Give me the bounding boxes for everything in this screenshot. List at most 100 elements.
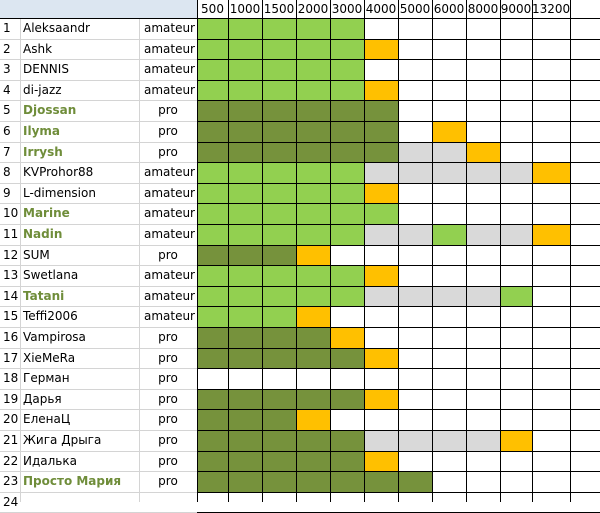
range-cell[interactable] <box>296 18 330 39</box>
range-cell[interactable] <box>330 347 364 369</box>
row-number[interactable]: 20 <box>3 412 19 427</box>
range-cell[interactable] <box>296 203 330 224</box>
range-cell[interactable] <box>364 141 398 163</box>
range-cell[interactable] <box>466 224 500 245</box>
range-cell[interactable] <box>197 265 228 286</box>
range-cell[interactable] <box>296 450 330 472</box>
row-number[interactable]: 21 <box>3 433 19 447</box>
column-header[interactable]: 4000 <box>365 2 397 16</box>
range-cell[interactable] <box>330 59 364 80</box>
participant-level[interactable]: pro <box>158 103 178 118</box>
participant-level[interactable]: pro <box>158 144 178 159</box>
range-cell[interactable] <box>262 79 296 101</box>
range-cell[interactable] <box>228 471 262 492</box>
participant-level[interactable]: amateur <box>143 21 195 35</box>
range-cell[interactable] <box>228 388 262 410</box>
range-cell[interactable] <box>296 471 330 492</box>
range-cell[interactable] <box>364 121 398 142</box>
range-cell[interactable] <box>262 327 296 348</box>
range-cell[interactable] <box>197 244 228 266</box>
row-number[interactable]: 3 <box>3 62 11 77</box>
column-header[interactable]: 9000 <box>500 2 532 16</box>
range-cell[interactable] <box>262 450 296 472</box>
range-cell[interactable] <box>262 59 296 80</box>
range-cell[interactable] <box>398 471 432 492</box>
range-cell[interactable] <box>330 471 364 492</box>
row-number[interactable]: 13 <box>3 268 19 283</box>
range-cell[interactable] <box>262 244 296 266</box>
range-cell[interactable] <box>364 347 398 369</box>
range-cell[interactable] <box>500 224 532 245</box>
range-cell[interactable] <box>197 121 228 142</box>
range-cell[interactable] <box>364 182 398 204</box>
range-cell[interactable] <box>296 100 330 121</box>
range-cell[interactable] <box>330 450 364 472</box>
range-cell[interactable] <box>197 327 228 348</box>
range-cell[interactable] <box>330 121 364 142</box>
range-cell[interactable] <box>330 203 364 224</box>
range-cell[interactable] <box>296 327 330 348</box>
range-cell[interactable] <box>364 285 398 307</box>
range-cell[interactable] <box>262 18 296 39</box>
participant-name[interactable]: Teffi2006 <box>23 309 78 324</box>
range-cell[interactable] <box>228 306 262 327</box>
range-cell[interactable] <box>262 141 296 163</box>
column-header[interactable]: 6000 <box>433 2 465 16</box>
participant-level[interactable]: pro <box>158 124 178 138</box>
range-cell[interactable] <box>296 38 330 60</box>
row-number[interactable]: 4 <box>3 82 11 97</box>
participant-level[interactable]: pro <box>158 412 178 427</box>
row-number[interactable]: 12 <box>3 247 19 262</box>
range-cell[interactable] <box>197 224 228 245</box>
participant-level[interactable]: amateur <box>143 288 195 303</box>
range-cell[interactable] <box>197 100 228 121</box>
participant-name[interactable]: Герман <box>23 371 70 386</box>
range-cell[interactable] <box>330 182 364 204</box>
participant-level[interactable]: amateur <box>143 41 195 56</box>
range-cell[interactable] <box>330 430 364 451</box>
range-cell[interactable] <box>398 141 432 163</box>
range-cell[interactable] <box>296 388 330 410</box>
range-cell[interactable] <box>228 100 262 121</box>
range-cell[interactable] <box>262 121 296 142</box>
row-number[interactable]: 8 <box>3 165 11 180</box>
participant-name[interactable]: L-dimension <box>23 185 96 200</box>
range-cell[interactable] <box>364 450 398 472</box>
column-header[interactable]: 13200 <box>532 2 570 16</box>
range-cell[interactable] <box>197 141 228 163</box>
range-cell[interactable] <box>228 38 262 60</box>
range-cell[interactable] <box>228 265 262 286</box>
range-cell[interactable] <box>296 162 330 183</box>
range-cell[interactable] <box>262 388 296 410</box>
range-cell[interactable] <box>296 59 330 80</box>
range-cell[interactable] <box>228 141 262 163</box>
range-cell[interactable] <box>262 285 296 307</box>
range-cell[interactable] <box>296 265 330 286</box>
range-cell[interactable] <box>228 59 262 80</box>
range-cell[interactable] <box>262 409 296 430</box>
row-number[interactable]: 16 <box>3 330 19 344</box>
range-cell[interactable] <box>296 141 330 163</box>
range-cell[interactable] <box>197 162 228 183</box>
column-header[interactable]: 5000 <box>399 2 431 16</box>
range-cell[interactable] <box>532 224 570 245</box>
range-cell[interactable] <box>364 100 398 121</box>
range-cell[interactable] <box>432 285 466 307</box>
participant-name[interactable] <box>20 492 139 513</box>
range-cell[interactable] <box>398 224 432 245</box>
participant-name[interactable]: Marine <box>23 206 70 221</box>
row-number[interactable]: 19 <box>3 391 19 406</box>
range-cell[interactable] <box>432 430 466 451</box>
range-cell[interactable] <box>330 327 364 348</box>
range-cell[interactable] <box>296 224 330 245</box>
range-cell[interactable] <box>330 18 364 39</box>
range-cell[interactable] <box>296 244 330 266</box>
range-cell[interactable] <box>197 306 228 327</box>
range-cell[interactable] <box>262 100 296 121</box>
range-cell[interactable] <box>197 430 228 451</box>
range-cell[interactable] <box>466 430 500 451</box>
range-cell[interactable] <box>262 430 296 451</box>
row-number[interactable]: 9 <box>3 185 11 200</box>
participant-level[interactable] <box>139 492 197 513</box>
range-cell[interactable] <box>296 409 330 430</box>
